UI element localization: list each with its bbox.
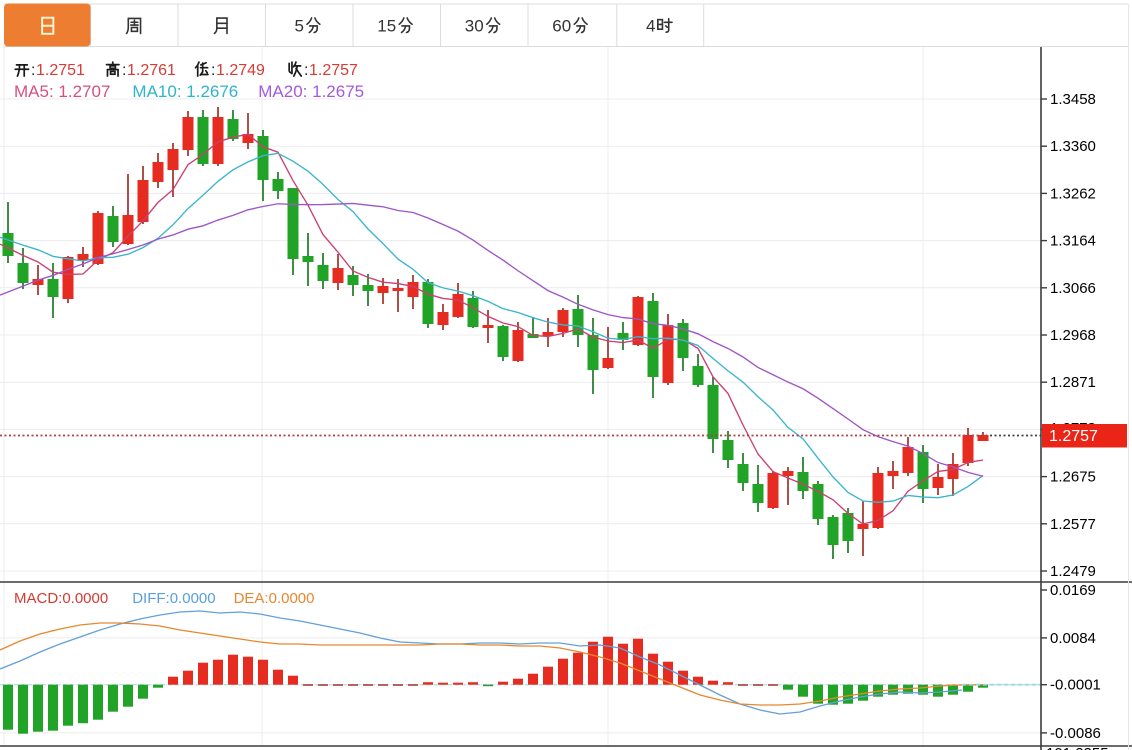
- svg-text::: :: [304, 62, 308, 79]
- svg-text:1.2968: 1.2968: [1050, 327, 1096, 344]
- svg-text:60: 60: [552, 17, 571, 36]
- svg-text:1.3164: 1.3164: [1050, 233, 1096, 250]
- svg-text:1.2761: 1.2761: [127, 62, 176, 79]
- svg-text:1.2675: 1.2675: [1050, 469, 1096, 486]
- svg-text::: :: [31, 62, 35, 79]
- svg-text:1.2751: 1.2751: [36, 62, 85, 79]
- svg-text:-0.0001: -0.0001: [1050, 677, 1101, 694]
- svg-text:1.2577: 1.2577: [1050, 516, 1096, 533]
- svg-text:30: 30: [465, 17, 484, 36]
- svg-text:1.3066: 1.3066: [1050, 280, 1096, 297]
- svg-text::: :: [211, 62, 215, 79]
- svg-text:1.2749: 1.2749: [216, 62, 265, 79]
- svg-text:4: 4: [646, 17, 655, 36]
- svg-text:1.3458: 1.3458: [1050, 91, 1096, 108]
- svg-text:0.0169: 0.0169: [1050, 582, 1096, 599]
- svg-text:5: 5: [295, 17, 304, 36]
- svg-text:1.2757: 1.2757: [1049, 428, 1098, 445]
- svg-text:1.3262: 1.3262: [1050, 185, 1096, 202]
- svg-text:1.3360: 1.3360: [1050, 138, 1096, 155]
- svg-text:1.2479: 1.2479: [1050, 563, 1096, 580]
- svg-text:1.2757: 1.2757: [309, 62, 358, 79]
- svg-text:15: 15: [377, 17, 396, 36]
- svg-text:0.0084: 0.0084: [1050, 630, 1096, 647]
- svg-text:101.2255: 101.2255: [1046, 745, 1109, 750]
- svg-text:-0.0086: -0.0086: [1050, 725, 1101, 742]
- svg-text:1.2871: 1.2871: [1050, 374, 1096, 391]
- svg-text::: :: [122, 62, 126, 79]
